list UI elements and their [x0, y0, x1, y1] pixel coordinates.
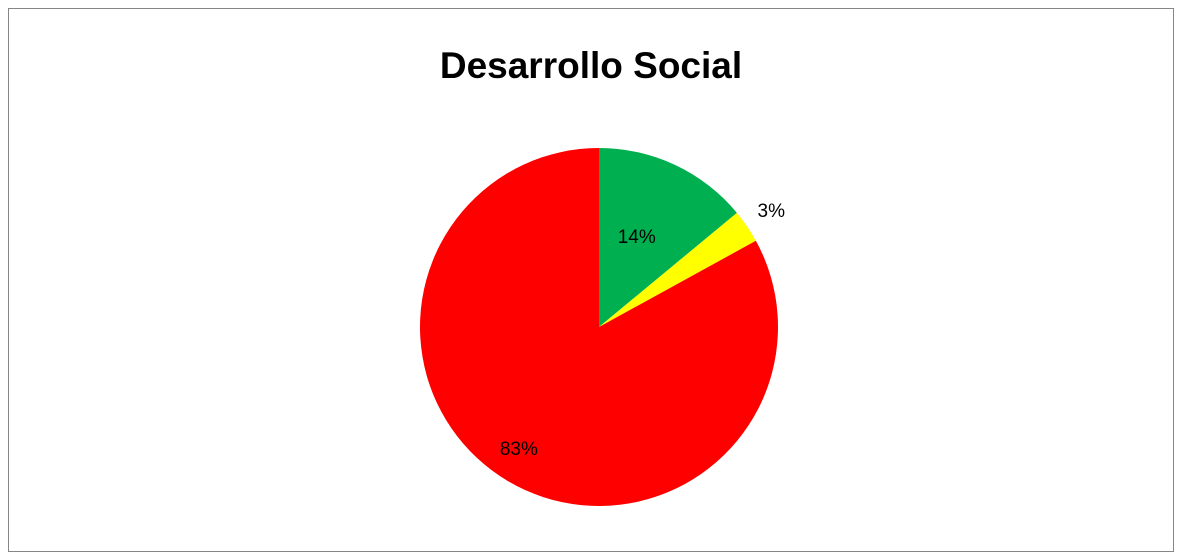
pie-slice-3pct	[599, 212, 756, 327]
pie-slice-14pct	[599, 148, 737, 327]
data-label-3pct: 3%	[758, 201, 786, 222]
data-label-14pct: 14%	[618, 227, 656, 248]
chart-title: Desarrollo Social	[439, 45, 743, 86]
pie-slice-83pct	[419, 148, 778, 506]
pie-chart: 14% 3% 83%	[419, 148, 786, 506]
chart-area: Desarrollo Social 14% 3% 83%	[8, 8, 1174, 552]
data-label-83pct: 83%	[500, 439, 538, 460]
